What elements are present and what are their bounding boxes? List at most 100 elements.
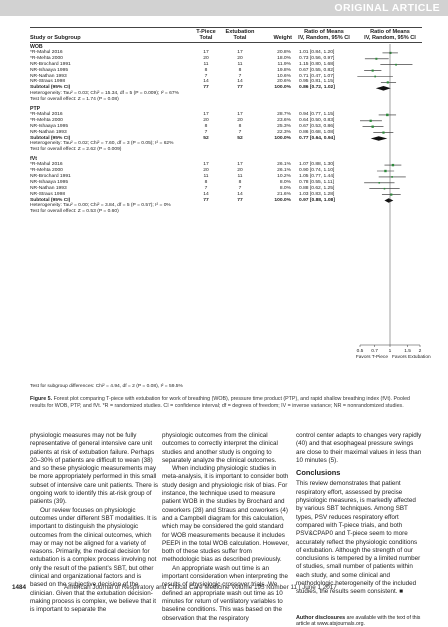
- study-name: *R-Mehta 2000: [30, 168, 63, 173]
- study-weight: 22.3%: [277, 129, 291, 135]
- paragraph: physiologic outcomes from the clinical o…: [162, 432, 278, 464]
- subtotal-ci: 0.77 [0.64, 0.94]: [299, 135, 335, 141]
- study-weight: 28.7%: [277, 111, 291, 117]
- study-name: NR-Ishaaya 1995: [30, 179, 69, 185]
- study-name: NR-Brochard 1991: [30, 61, 71, 67]
- subtotal-label: Subtotal (95% CI): [30, 135, 71, 141]
- study-name: *R-Mahul 2016: [30, 49, 63, 55]
- table-row: *R-Mahul 2016 17 17 26.1% 1.07 [0.88, 1.30]: [0, 162, 448, 168]
- header-tpiece: T-Piece Total: [196, 29, 216, 42]
- extubation-total: 17: [237, 162, 243, 168]
- ratio-of-means-ci: 0.90 [0.74, 1.10]: [299, 168, 335, 173]
- study-name: NR-Ishaaya 1995: [30, 67, 69, 73]
- study-estimate-marker: [384, 169, 387, 173]
- study-weight: 10.2%: [277, 173, 291, 179]
- extubation-total: 8: [238, 179, 242, 185]
- tpiece-total: 11: [203, 61, 209, 67]
- x-tick-label: 0.5: [357, 348, 364, 354]
- ratio-of-means-ci: 0.73 [0.56, 0.97]: [299, 55, 335, 61]
- extubation-total: 14: [237, 191, 243, 197]
- extubation-total: 20: [237, 117, 243, 123]
- study-name: NR-Ishaaya 1995: [30, 123, 69, 129]
- subtotal-diamond: [370, 136, 388, 141]
- subgroup-heading: PTP: [30, 106, 41, 112]
- table-row: *R-Mahul 2016 17 17 28.7% 0.94 [0.77, 1.15]: [0, 112, 448, 118]
- study-estimate-marker: [371, 125, 374, 128]
- extubation-total: 11: [237, 173, 243, 179]
- heterogeneity-stat: Heterogeneity: Tau² = 0.03; Chi² = 15.34…: [30, 91, 179, 97]
- study-estimate-marker: [374, 75, 377, 78]
- extubation-total: 7: [238, 73, 242, 79]
- header-study: Study or Subgroup: [30, 35, 81, 41]
- study-weight: 21.6%: [277, 191, 291, 197]
- tpiece-total: 17: [203, 111, 209, 117]
- body-column-2: physiologic outcomes from the clinical o…: [162, 432, 290, 623]
- table-row: NR-Straus 1998 14 14 21.6% 1.03 [0.83, 1.28]: [0, 192, 448, 198]
- table-row: NR-Nathan 1993 7 7 8.0% 0.88 [0.62, 1.25]: [0, 186, 448, 192]
- tpiece-total: 17: [203, 49, 209, 55]
- ratio-of-means-ci: 0.64 [0.50, 0.83]: [299, 117, 335, 123]
- table-row: NR-Nathan 1993 7 7 22.3% 0.86 [0.68, 1.08]: [0, 130, 448, 136]
- study-estimate-marker: [390, 193, 393, 196]
- conclusions-paragraph: This review demonstrates that patient re…: [296, 480, 421, 596]
- study-estimate-marker: [369, 119, 372, 122]
- subtotal-label: Subtotal (95% CI): [30, 197, 71, 203]
- table-row: NR-Ishaaya 1995 8 8 19.8% 0.67 [0.55, 0.82]: [0, 68, 448, 74]
- subtotal-diamond: [384, 198, 394, 203]
- study-weight: 26.1%: [277, 162, 291, 168]
- subtotal-weight: 100.0%: [274, 85, 291, 91]
- author-disclosures-link[interactable]: Author disclosures: [296, 614, 346, 621]
- subtotal-weight: 100.0%: [274, 197, 291, 203]
- tpiece-total: 8: [204, 123, 208, 129]
- section-banner: ORIGINAL ARTICLE: [0, 0, 448, 16]
- subtotal-row: Subtotal (95% CI) 77 77 100.0% 0.97 [0.88, 1…: [0, 198, 448, 204]
- study-name: NR-Straus 1998: [30, 79, 66, 85]
- subtotal-row: Subtotal (95% CI) 52 52 100.0% 0.77 [0.64, 0…: [0, 136, 448, 142]
- study-estimate-marker: [371, 69, 374, 72]
- extubation-total: 11: [237, 61, 243, 67]
- ratio-of-means-ci: 0.95 [0.81, 1.15]: [299, 79, 335, 85]
- subtotal-ci: 0.86 [0.72, 1.02]: [299, 85, 335, 91]
- table-row: NR-Ishaaya 1995 8 8 8.0% 0.78 [0.55, 1.11]: [0, 180, 448, 186]
- study-name: *R-Mahul 2016: [30, 111, 63, 117]
- study-estimate-marker: [382, 131, 385, 134]
- end-mark: ■: [399, 588, 404, 596]
- ratio-of-means-ci: 0.86 [0.68, 1.08]: [299, 129, 335, 135]
- study-weight: 23.6%: [277, 117, 291, 123]
- subtotal-row: Subtotal (95% CI) 77 77 100.0% 0.86 [0.72, 1…: [0, 85, 448, 91]
- ratio-of-means-ci: 1.05 [0.77, 1.44]: [299, 173, 335, 179]
- subtotal-diamond: [375, 86, 391, 91]
- study-weight: 18.0%: [277, 55, 291, 61]
- body-column-3: control center adapts to changes very ra…: [296, 432, 424, 627]
- conclusions-heading: Conclusions: [296, 468, 341, 478]
- extubation-total: 14: [237, 79, 243, 85]
- ratio-of-means-ci: 1.03 [0.83, 1.28]: [299, 191, 335, 197]
- subtotal-label: Subtotal (95% CI): [30, 85, 71, 91]
- study-name: *R-Mahul 2016: [30, 162, 63, 168]
- study-weight: 20.8%: [277, 49, 291, 55]
- extubation-total: 77: [237, 197, 243, 203]
- extubation-total: 8: [238, 123, 242, 129]
- study-estimate-marker: [378, 182, 381, 184]
- table-row: *R-Mehta 2000 20 20 23.6% 0.64 [0.50, 0.83]: [0, 118, 448, 124]
- table-row: *R-Mehta 2000 20 20 18.0% 0.73 [0.56, 0.97]: [0, 56, 448, 62]
- tpiece-total: 7: [204, 129, 208, 135]
- overall-effect-test: Test for overall effect: Z = 2.62 (P = 0…: [30, 147, 122, 153]
- study-name: NR-Nathan 1993: [30, 129, 67, 135]
- tpiece-total: 52: [203, 135, 209, 141]
- table-row: NR-Brochard 1991 11 11 11.9% 1.15 [0.80, 1.6…: [0, 62, 448, 68]
- paragraph: control center adapts to changes very ra…: [296, 432, 422, 464]
- journal-citation: American Journal of Respiratory and Crit…: [64, 584, 337, 591]
- x-tick-label: 1: [389, 348, 392, 354]
- tpiece-total: 11: [203, 173, 209, 179]
- extubation-total: 77: [237, 85, 243, 91]
- forest-plot-graphic: 0.5 0.7 1 1.5 2 Favors T-Piece Favors Extubati…: [356, 44, 431, 360]
- extubation-total: 7: [238, 129, 242, 135]
- ratio-of-means-ci: 0.67 [0.55, 0.82]: [299, 67, 335, 73]
- header-ratio-of-means-plot: Ratio of Means IV, Random, 95% CI: [364, 29, 416, 42]
- extubation-total: 17: [237, 49, 243, 55]
- extubation-total: 8: [238, 67, 242, 73]
- favours-left-label: Favors T-Piece: [356, 354, 389, 360]
- header-weight: Weight: [273, 35, 292, 41]
- caption-text: Forest plot comparing T-piece with extub…: [30, 396, 410, 409]
